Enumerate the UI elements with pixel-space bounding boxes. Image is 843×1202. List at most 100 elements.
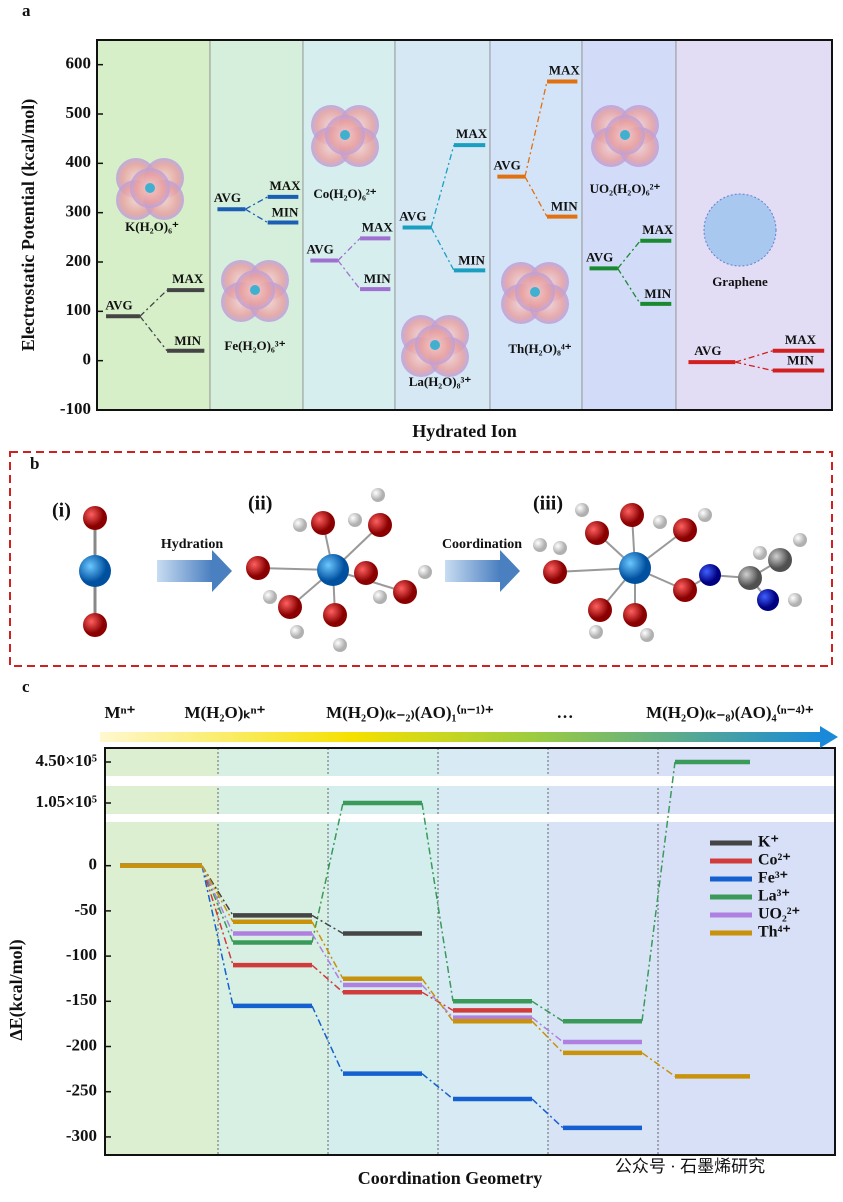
coordination-arrow: [445, 560, 500, 582]
progress-arrow: [100, 732, 822, 742]
connector: [617, 240, 641, 269]
y-tick-label: 4.50×10⁵: [35, 751, 97, 770]
axis-break: [99, 776, 841, 786]
y-tick-label: -150: [66, 990, 97, 1009]
band: [302, 39, 396, 411]
level-label: MIN: [272, 205, 299, 220]
level-label: AVG: [694, 343, 721, 358]
connector: [524, 176, 548, 217]
level-label: AVG: [586, 249, 613, 264]
arrow-label: Hydration: [161, 537, 223, 552]
connector: [139, 289, 168, 317]
molecule-i: [79, 506, 111, 637]
level-label: MAX: [269, 178, 301, 193]
y-tick-label: -50: [74, 900, 97, 919]
x-axis-label: Coordination Geometry: [358, 1168, 542, 1188]
y-tick-label: -200: [66, 1035, 97, 1054]
band: [209, 39, 304, 411]
panel-letter: a: [22, 1, 31, 20]
x-axis-label: Hydrated Ion: [412, 421, 517, 441]
y-tick-label: 1.05×10⁵: [35, 792, 97, 811]
y-tick-label: 600: [66, 54, 92, 73]
connector: [421, 802, 454, 1002]
legend-label: Co²⁺: [758, 852, 791, 869]
connector: [201, 865, 234, 943]
level-label: MAX: [456, 126, 488, 141]
stage-label: (i): [52, 500, 71, 522]
level-label: MAX: [785, 332, 817, 347]
y-tick-label: 400: [66, 152, 92, 171]
band: [489, 39, 583, 411]
stage-label: M(H₂O)₍ₖ₋₂₎(AO)₁⁽ⁿ⁻¹⁾⁺: [326, 703, 494, 722]
connector: [337, 260, 361, 290]
level-label: MAX: [172, 271, 204, 286]
legend-label: UO₂²⁺: [758, 906, 800, 923]
connector: [641, 761, 676, 1022]
band: [438, 748, 548, 1155]
ion-core: [620, 130, 630, 140]
connector: [201, 865, 234, 934]
axis-break: [99, 814, 841, 822]
ion-label: Co(H₂O)₆²⁺: [313, 186, 376, 201]
band: [105, 748, 218, 1155]
level-label: AVG: [214, 190, 241, 205]
y-tick-label: -100: [60, 399, 91, 418]
connector: [311, 914, 344, 935]
molecule-ii: [246, 488, 432, 652]
stage-label: (ii): [248, 493, 272, 515]
band: [658, 748, 835, 1155]
charts: -100 0 100 200 300 400 500 600 Electrostatic Pot…: [6, 39, 841, 1188]
ion-label: UO₂(H₂O)₆²⁺: [590, 181, 661, 196]
y-tick-label: 300: [66, 202, 92, 221]
ion-core: [340, 130, 350, 140]
stage-label: M(H₂O)ₖⁿ⁺: [184, 703, 265, 722]
level-label: AVG: [105, 297, 132, 312]
band: [328, 748, 438, 1155]
connector: [311, 802, 344, 943]
ion-core: [430, 340, 440, 350]
ion-label: Fe(H₂O)₆³⁺: [224, 338, 285, 353]
y-axis-label: Electrostatic Potential (kcal/mol): [18, 99, 39, 352]
level-label: MIN: [364, 271, 391, 286]
coordination-arrow-head: [500, 550, 520, 592]
level-label: AVG: [494, 158, 521, 173]
ion-label: Th(H₂O)₈⁴⁺: [508, 341, 571, 356]
level-label: MIN: [174, 333, 201, 348]
y-tick-label: -100: [66, 945, 97, 964]
ion-core: [250, 285, 260, 295]
connector: [430, 227, 455, 271]
connector: [311, 921, 344, 980]
y-tick-label: 100: [66, 300, 92, 319]
legend-label: Th⁴⁺: [758, 924, 791, 941]
hydration-arrow: [157, 560, 212, 582]
y-tick-label: 0: [83, 350, 92, 369]
ion-core: [145, 183, 155, 193]
connector: [311, 1005, 344, 1074]
connector: [421, 991, 454, 1011]
progress-arrow-head: [820, 726, 838, 748]
legend-label: K⁺: [758, 834, 779, 851]
stage-label: …: [557, 703, 574, 722]
connector: [311, 933, 344, 986]
connector: [201, 865, 234, 966]
panel-letter: b: [30, 454, 39, 473]
connector: [531, 1098, 564, 1129]
connector: [337, 237, 361, 261]
molecule-iii: [533, 503, 807, 642]
stage-label: M(H₂O)₍ₖ₋₈₎(AO)₄⁽ⁿ⁻⁴⁾⁺: [646, 703, 814, 722]
level-label: MIN: [458, 252, 485, 267]
watermark: 公众号 · 石墨烯研究: [615, 1157, 765, 1176]
connector: [524, 81, 548, 177]
stage-label: Mⁿ⁺: [105, 703, 136, 722]
ion-label: La(H₂O)₈³⁺: [409, 374, 472, 389]
stage-label: (iii): [533, 493, 563, 515]
connector: [201, 865, 234, 1006]
level-label: MIN: [551, 199, 578, 214]
panel-letter: c: [22, 677, 30, 696]
panel-b-frame: [9, 451, 833, 667]
connector: [735, 361, 773, 372]
y-tick-label: 0: [89, 855, 98, 874]
connector: [201, 865, 234, 923]
